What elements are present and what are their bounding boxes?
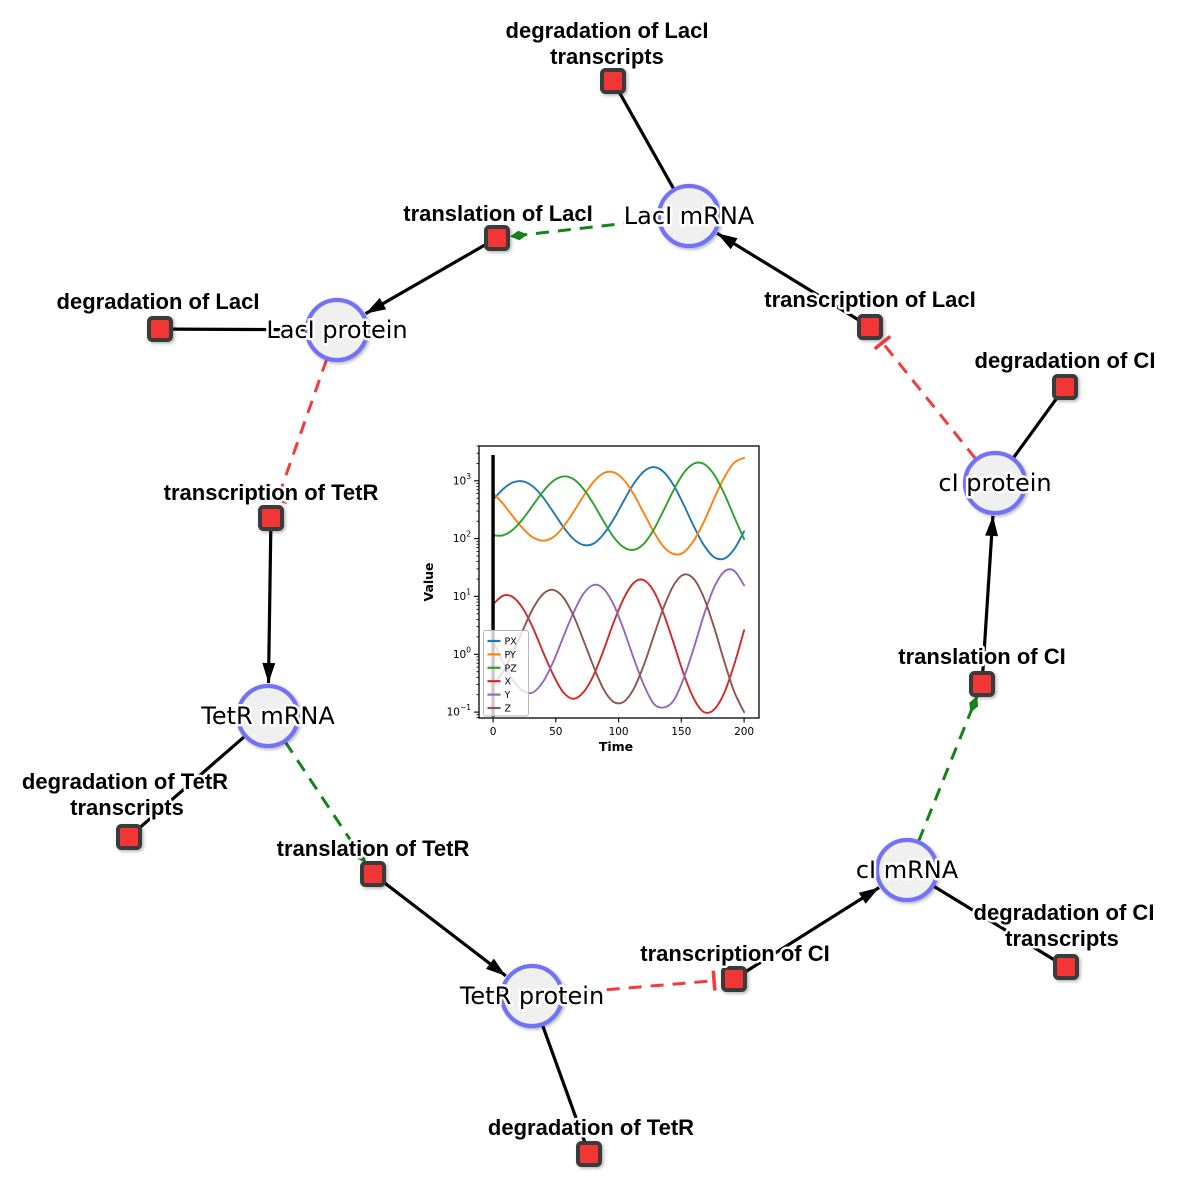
edge-production-translate_laci-laci_protein	[364, 242, 488, 315]
chart-series-PZ	[492, 461, 746, 551]
network-nodes	[116, 68, 1079, 1167]
chart-xlabel: Time	[599, 739, 633, 754]
reaction-label-deg_ci_tx-0: degradation of CI	[974, 900, 1155, 925]
species-label-ci_mrna: cI mRNA	[856, 856, 959, 884]
reaction-node-deg_tetr	[576, 1141, 602, 1167]
chart-series-Y	[492, 568, 746, 709]
network-labels: LacI mRNA LacI protein cI protein TetR mRNA…	[19, 16, 1158, 1143]
reaction-label-deg_ci_tx-1: transcripts	[1005, 926, 1119, 951]
legend-label-PY: PY	[505, 650, 517, 661]
reaction-node-transcr_tetr	[258, 505, 284, 531]
edge-consumption-tetr_mrna-deg_tetr_tx	[137, 735, 246, 831]
reaction-node-deg_tetr_tx	[116, 824, 142, 850]
reaction-node-translate_ci	[969, 671, 995, 697]
species-node-ci_protein	[962, 450, 1028, 516]
reaction-label-deg_laci_tx-1: transcripts	[550, 44, 664, 69]
inset-chart: 0 50 100 150 20010−1100101102103TimeValuePXP…	[421, 445, 760, 754]
species-node-laci_protein	[304, 297, 370, 363]
reaction-label-transcr_tetr-0: transcription of TetR	[164, 480, 379, 505]
y-tick-label: 100	[453, 645, 471, 661]
chart-series-PY	[492, 456, 746, 556]
reaction-node-deg_ci	[1052, 374, 1078, 400]
reaction-label-translate_ci-0: translation of CI	[898, 644, 1065, 669]
x-tick-label: 50	[549, 726, 562, 738]
reaction-label-deg_tetr-0: degradation of TetR	[488, 1115, 694, 1140]
reaction-label-deg_ci-0: degradation of CI	[975, 348, 1156, 373]
x-tick-label: 100	[609, 726, 629, 738]
species-label-laci_mrna: LacI mRNA	[624, 202, 755, 230]
reaction-label-translate_tetr-0: translation of TetR	[277, 836, 470, 861]
species-label-ci_protein: cI protein	[938, 469, 1051, 497]
reaction-node-deg_laci	[147, 316, 173, 342]
reaction-node-translate_tetr	[360, 861, 386, 887]
reaction-label-translate_laci-0: translation of LacI	[403, 201, 592, 226]
x-tick-label: 200	[734, 726, 754, 738]
edge-consumption-ci_mrna-deg_ci_tx	[932, 884, 1057, 962]
legend-label-Y: Y	[504, 690, 511, 701]
species-label-laci_protein: LacI protein	[266, 316, 407, 344]
reaction-label-transcr_ci-0: transcription of CI	[640, 941, 829, 966]
edge-consumption-ci_protein-deg_ci	[1012, 396, 1059, 459]
y-tick-label: 103	[453, 472, 471, 488]
network-edges	[137, 91, 1059, 1143]
edge-production-transcr_laci-laci_mrna	[716, 231, 861, 323]
legend-label-PZ: PZ	[505, 663, 518, 674]
reaction-node-translate_laci	[484, 225, 510, 251]
species-node-tetr_mrna	[235, 683, 301, 749]
edge-modifier-ci_mrna-translate_ci	[917, 695, 979, 842]
reaction-node-deg_ci_tx	[1053, 954, 1079, 980]
edge-modifier-tetr_mrna-translate_tetr	[283, 740, 368, 865]
chart-ticks	[474, 445, 745, 723]
reaction-label-transcr_laci-0: transcription of LacI	[764, 287, 975, 312]
edge-consumption-laci_mrna-deg_laci_tx	[617, 91, 676, 190]
y-tick-label: 10−1	[447, 703, 472, 719]
chart-series-PX	[492, 466, 746, 561]
edge-inhibition-ci_protein-transcr_laci	[873, 335, 977, 460]
species-label-tetr_protein: TetR protein	[459, 982, 604, 1010]
edge-production-translate_ci-ci_protein	[981, 515, 999, 673]
chart-series	[492, 456, 746, 714]
reaction-node-transcr_laci	[857, 314, 883, 340]
chart-series-Z	[492, 573, 746, 714]
chart-series-X	[492, 578, 746, 714]
species-node-tetr_protein	[499, 963, 565, 1029]
reaction-label-deg_laci-0: degradation of LacI	[57, 289, 260, 314]
reaction-label-deg_laci_tx-0: degradation of LacI	[506, 18, 709, 43]
edge-consumption-laci_protein-deg_laci	[172, 327, 307, 332]
y-tick-label: 101	[453, 587, 471, 603]
edge-production-translate_tetr-tetr_protein	[381, 880, 507, 978]
reaction-node-deg_laci_tx	[600, 68, 626, 94]
edge-consumption-tetr_protein-deg_tetr	[540, 1024, 587, 1143]
x-tick-label: 0	[490, 726, 497, 738]
species-label-tetr_mrna: TetR mRNA	[200, 702, 335, 730]
edge-inhibition-tetr_protein-transcr_ci	[562, 970, 717, 995]
chart-ylabel: Value	[421, 562, 436, 601]
reaction-label-deg_tetr_tx-1: transcripts	[70, 795, 184, 820]
edge-production-transcr_ci-ci_mrna	[743, 886, 880, 974]
legend-label-X: X	[505, 677, 512, 688]
legend-label-PX: PX	[505, 637, 518, 648]
edge-modifier-laci_mrna-translate_laci	[509, 218, 659, 241]
edge-inhibition-laci_protein-transcr_tetr	[267, 358, 329, 504]
y-tick-label: 102	[453, 530, 471, 546]
species-node-ci_mrna	[874, 837, 940, 903]
reaction-label-deg_tetr_tx-0: degradation of TetR	[22, 769, 228, 794]
x-tick-label: 150	[671, 726, 691, 738]
chart-legend: PX PY PZ XYZ	[483, 630, 529, 717]
species-node-laci_mrna	[656, 183, 722, 249]
edge-production-transcr_tetr-tetr_mrna	[262, 529, 276, 684]
legend-label-Z: Z	[505, 704, 512, 715]
reaction-node-transcr_ci	[721, 966, 747, 992]
